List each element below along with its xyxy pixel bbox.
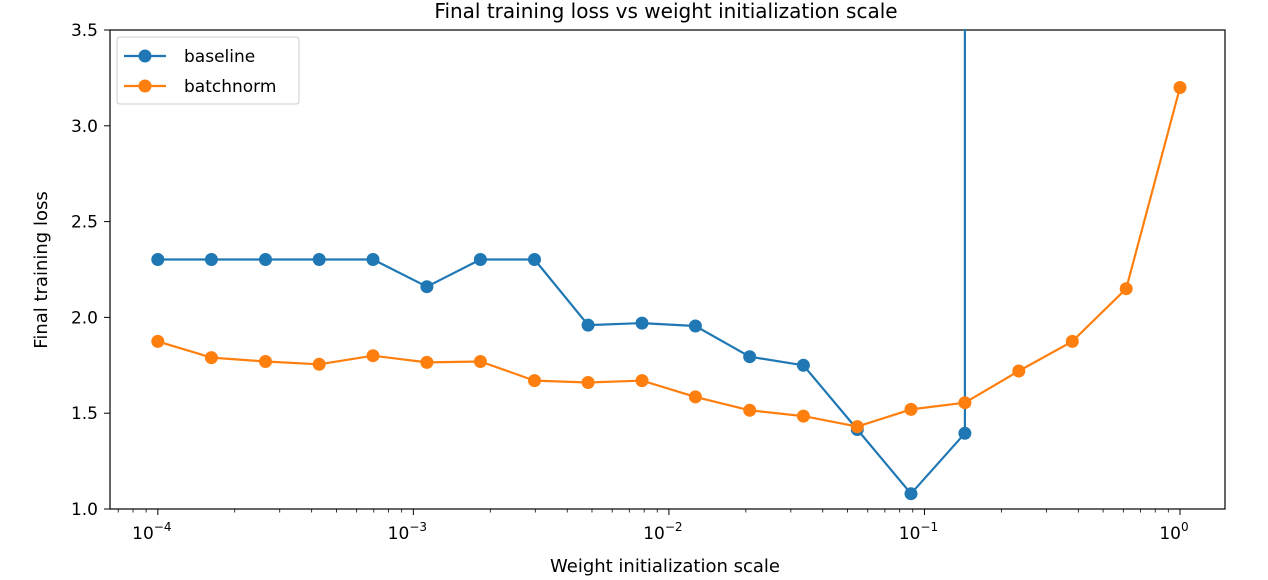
- data-point-batchnorm: [1119, 282, 1133, 296]
- data-point-batchnorm: [420, 355, 434, 369]
- chart-title: Final training loss vs weight initializa…: [434, 0, 897, 23]
- data-point-baseline: [796, 358, 810, 372]
- data-point-baseline: [904, 487, 918, 501]
- y-tick-label: 1.0: [71, 500, 98, 520]
- legend-marker-batchnorm: [138, 79, 152, 93]
- y-axis-label: Final training loss: [31, 191, 52, 348]
- plot-frame: [109, 29, 1226, 510]
- data-point-baseline: [528, 253, 541, 266]
- y-tick-label: 3.5: [71, 21, 98, 41]
- legend-label-batchnorm: batchnorm: [184, 77, 276, 97]
- legend-label-baseline: baseline: [184, 47, 255, 67]
- data-point-baseline: [259, 253, 272, 266]
- data-point-batchnorm: [204, 351, 218, 365]
- data-point-batchnorm: [528, 374, 541, 388]
- data-point-batchnorm: [743, 403, 757, 417]
- data-point-baseline: [743, 350, 757, 364]
- x-axis-label: Weight initialization scale: [550, 556, 780, 577]
- data-point-baseline: [312, 253, 326, 266]
- data-point-batchnorm: [958, 396, 972, 410]
- data-point-baseline: [366, 253, 380, 266]
- data-point-baseline: [473, 253, 487, 266]
- y-tick-label: 2.5: [71, 213, 98, 233]
- data-point-batchnorm: [581, 376, 595, 389]
- data-point-batchnorm: [259, 355, 272, 368]
- y-tick-label: 3.0: [71, 117, 98, 137]
- series-line-batchnorm: [157, 87, 1182, 428]
- data-point-baseline: [204, 253, 218, 266]
- data-point-batchnorm: [312, 357, 326, 371]
- y-tick-label: 1.5: [71, 404, 98, 424]
- data-point-baseline: [581, 318, 595, 332]
- data-point-baseline: [151, 253, 165, 266]
- data-point-batchnorm: [688, 390, 702, 404]
- plot-area: [151, 29, 1187, 501]
- data-point-batchnorm: [850, 420, 864, 434]
- data-point-baseline: [958, 426, 972, 440]
- x-axis: 10−4 10−3 10−2 10−1 100: [117, 509, 1189, 544]
- x-tick-label: 10−2: [643, 520, 682, 544]
- legend-box: [116, 36, 300, 105]
- data-point-baseline: [635, 316, 649, 330]
- data-point-batchnorm: [1065, 334, 1079, 348]
- data-point-batchnorm: [1012, 364, 1026, 378]
- legend: baseline batchnorm: [116, 36, 300, 105]
- data-point-batchnorm: [904, 402, 918, 416]
- data-point-batchnorm: [796, 409, 810, 423]
- x-tick-label: 100: [1159, 520, 1188, 544]
- data-point-batchnorm: [473, 355, 487, 368]
- y-tick-label: 2.0: [71, 308, 98, 328]
- data-point-batchnorm: [1173, 81, 1187, 94]
- y-axis: 1.0 1.5 2.0 2.5 3.0 3.5: [71, 21, 110, 520]
- legend-marker-baseline: [138, 49, 152, 63]
- x-tick-label: 10−1: [899, 520, 938, 544]
- data-point-batchnorm: [635, 374, 649, 388]
- data-point-batchnorm: [151, 334, 165, 348]
- data-point-baseline: [420, 280, 434, 294]
- x-tick-label: 10−3: [388, 520, 427, 544]
- data-point-batchnorm: [366, 349, 380, 363]
- x-tick-label: 10−4: [132, 520, 171, 544]
- data-point-baseline: [688, 319, 702, 333]
